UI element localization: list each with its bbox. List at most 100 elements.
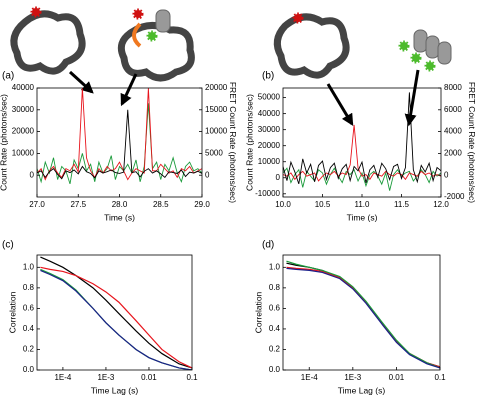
panel: 10.0 10.5 11.0 11.5 12.0-1000001000020000300…: [244, 71, 477, 223]
arrow: [68, 70, 94, 94]
panel-label: (d): [262, 240, 274, 251]
arrow: [326, 83, 354, 127]
panel: 27.0 27.5 28.0 28.5 29.0 0 10000 20000 30000 4000…: [0, 71, 238, 223]
y-tick-label: 0.0: [23, 365, 35, 374]
plot-frame: [36, 87, 203, 198]
y-tick-label: 40000: [12, 83, 35, 92]
y-tick-label: 0.6: [23, 304, 35, 313]
series-line: [40, 256, 192, 369]
y-tick-label: 0.8: [269, 283, 281, 292]
molecule: [273, 13, 350, 79]
series-line: [286, 266, 440, 368]
dye: [410, 52, 422, 64]
y-tick-label: 1.0: [23, 262, 35, 271]
series-group: [286, 260, 440, 369]
panel-label: (c): [2, 240, 14, 251]
y-axis-title: Correlation: [7, 291, 17, 333]
y2-tick-label: 2000: [444, 149, 462, 158]
series-line: [283, 167, 441, 191]
panel: 1E-4 1E-3 0.01 0.1 0.0 0.2 0.4 0.6 0.8 1.0 Time La…: [2, 240, 198, 396]
x-tick-label: 0.1: [434, 373, 446, 382]
panel-label: (a): [2, 71, 14, 82]
cylinder: [425, 35, 440, 59]
x-tick-label: 1E-4: [54, 373, 71, 382]
panel: 1E-4 1E-3 0.01 0.1 0.0 0.2 0.4 0.6 0.8 1.0 Time La…: [253, 240, 446, 396]
y-tick-label: 20000: [258, 141, 281, 150]
series-group: [37, 88, 202, 185]
x-tick-label: 28.5: [153, 200, 169, 209]
cylinder: [155, 9, 171, 33]
x-tick-label: 27.0: [29, 200, 45, 209]
x-axis-title: Time (s): [347, 212, 378, 222]
y2-axis-title: FRET Count Rate (photons/sec): [228, 82, 238, 203]
y2-tick-label: 15000: [205, 105, 228, 114]
x-tick-label: 0.01: [389, 373, 405, 382]
series-line: [40, 269, 192, 370]
series-line: [37, 103, 202, 185]
x-tick-label: 11.5: [394, 200, 410, 209]
cylinder: [437, 41, 452, 65]
y2-tick-label: -2000: [444, 192, 465, 201]
x-tick-label: 11.0: [355, 200, 371, 209]
series-line: [286, 262, 440, 368]
series-line: [283, 92, 441, 185]
x-tick-label: 0.1: [186, 373, 198, 382]
x-axis-title: Time Lag (s): [338, 385, 386, 395]
y-axis-title: Correlation: [253, 291, 263, 333]
x-tick-label: 10.5: [315, 200, 331, 209]
x-tick-label: 12.0: [433, 200, 449, 209]
x-tick-label: 27.5: [70, 200, 86, 209]
y-axis-title: Count Rate (photons/sec): [0, 94, 8, 191]
series-line: [40, 266, 192, 369]
y-tick-label: 1.0: [269, 262, 281, 271]
dye: [30, 6, 42, 18]
x-tick-label: 29.0: [194, 200, 210, 209]
y2-tick-label: 0: [444, 170, 449, 179]
y-tick-label: 30000: [258, 125, 281, 134]
y-tick-label: 30000: [12, 105, 35, 114]
x-tick-label: 1E-3: [344, 373, 361, 382]
x-tick-label: 0.01: [141, 373, 157, 382]
x-tick-label: 28.0: [112, 200, 128, 209]
x-tick-label: 10.0: [275, 200, 291, 209]
y2-tick-label: 0: [205, 170, 210, 179]
plot-frame: [282, 254, 441, 371]
y-tick-label: 40000: [258, 109, 281, 118]
y-tick-label: 0.2: [23, 345, 35, 354]
y2-tick-label: 8000: [444, 83, 462, 92]
y-tick-label: 50000: [258, 93, 281, 102]
y-tick-label: -10000: [255, 189, 280, 198]
y-axis-title: Count Rate (photons/sec): [244, 94, 254, 191]
molecule: [117, 22, 195, 82]
y-tick-label: 10000: [258, 157, 281, 166]
y-tick-label: 0.4: [23, 324, 35, 333]
y-tick-label: 0.4: [269, 324, 281, 333]
series-line: [286, 267, 440, 369]
x-axis-title: Time (s): [104, 212, 135, 222]
series-group: [283, 92, 441, 191]
y2-axis-title: FRET Count Rate (photons/sec): [467, 82, 477, 203]
series-group: [40, 256, 192, 370]
series-line: [37, 109, 202, 180]
dye: [292, 12, 304, 24]
x-axis-title: Time Lag (s): [91, 385, 139, 395]
y-tick-label: 20000: [12, 127, 35, 136]
y2-tick-label: 6000: [444, 105, 462, 114]
dye: [424, 60, 436, 72]
y-tick-label: 0: [276, 173, 281, 182]
y2-tick-label: 5000: [205, 149, 223, 158]
y-tick-label: 0.6: [269, 304, 281, 313]
y2-tick-label: 10000: [205, 127, 228, 136]
y-tick-label: 0.0: [269, 365, 281, 374]
dye: [146, 30, 158, 42]
molecule: [10, 10, 86, 75]
arrow: [120, 73, 138, 107]
x-tick-label: 1E-4: [301, 373, 318, 382]
y-tick-label: 0: [30, 170, 35, 179]
y-tick-label: 0.8: [23, 283, 35, 292]
plot-frame: [36, 254, 193, 371]
dye: [398, 40, 410, 52]
y-tick-label: 10000: [12, 149, 35, 158]
linker: [132, 22, 142, 48]
